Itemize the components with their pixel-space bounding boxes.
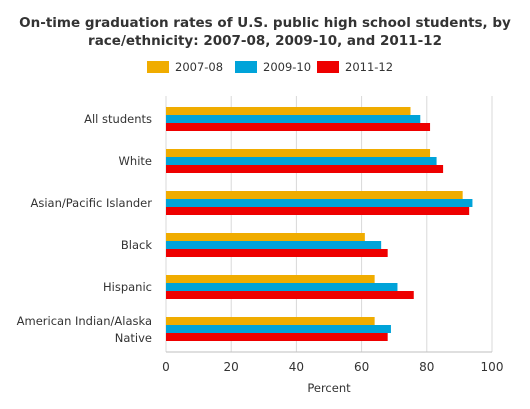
category-label-all-students: All students (84, 112, 152, 126)
bar-2009-10-hispanic (166, 283, 398, 291)
legend-label-2007-08: 2007-08 (175, 60, 224, 74)
bar-2011-12-american-indian-alaska-native (166, 333, 388, 341)
x-tick-label-0: 0 (162, 360, 170, 374)
bar-2011-12-white (166, 165, 444, 173)
bar-2011-12-hispanic (166, 291, 414, 299)
category-label-hispanic: Hispanic (103, 280, 152, 294)
chart-legend: 2007-08 2009-10 2011-12 (0, 59, 530, 75)
chart-title-line-2: race/ethnicity: 2007-08, 2009-10, and 20… (88, 33, 442, 49)
bar-2007-08-american-indian-alaska-native (166, 317, 375, 325)
legend-item-2007-08: 2007-08 (147, 59, 223, 75)
legend-item-2009-10: 2009-10 (235, 59, 311, 75)
bar-2011-12-black (166, 249, 388, 257)
chart-title-line-1: On-time graduation rates of U.S. public … (19, 15, 511, 31)
x-tick-label-40: 40 (289, 360, 304, 374)
bar-2009-10-american-indian-alaska-native (166, 325, 391, 333)
bar-2007-08-all-students (166, 107, 411, 115)
category-label-white: White (119, 154, 152, 168)
category-label-black: Black (121, 238, 152, 252)
x-tick-label-100: 100 (481, 360, 504, 374)
legend-swatch-2007-08 (147, 61, 169, 73)
x-tick-label-80: 80 (419, 360, 434, 374)
legend-item-2011-12: 2011-12 (317, 59, 393, 75)
bar-2007-08-black (166, 233, 365, 241)
bar-2009-10-asian-pacific-islander (166, 199, 473, 207)
x-tick-label-20: 20 (224, 360, 239, 374)
bar-2011-12-all-students (166, 123, 431, 131)
bar-2009-10-white (166, 157, 437, 165)
x-axis-title: Percent (307, 381, 351, 395)
legend-swatch-2009-10 (235, 61, 257, 73)
bar-2009-10-all-students (166, 115, 421, 123)
category-label-asian-pacific-islander: Asian/Pacific Islander (31, 196, 153, 210)
x-tick-label-60: 60 (354, 360, 369, 374)
bar-2007-08-asian-pacific-islander (166, 191, 463, 199)
chart-title: On-time graduation rates of U.S. public … (0, 14, 530, 50)
legend-label-2009-10: 2009-10 (263, 60, 312, 74)
bar-2007-08-hispanic (166, 275, 375, 283)
legend-swatch-2011-12 (317, 61, 339, 73)
bar-2007-08-white (166, 149, 431, 157)
bar-2009-10-black (166, 241, 382, 249)
category-label-american-indian-alaska: American Indian/Alaska (17, 314, 152, 328)
legend-label-2011-12: 2011-12 (345, 60, 394, 74)
bar-2011-12-asian-pacific-islander (166, 207, 470, 215)
category-label-native: Native (115, 331, 152, 345)
